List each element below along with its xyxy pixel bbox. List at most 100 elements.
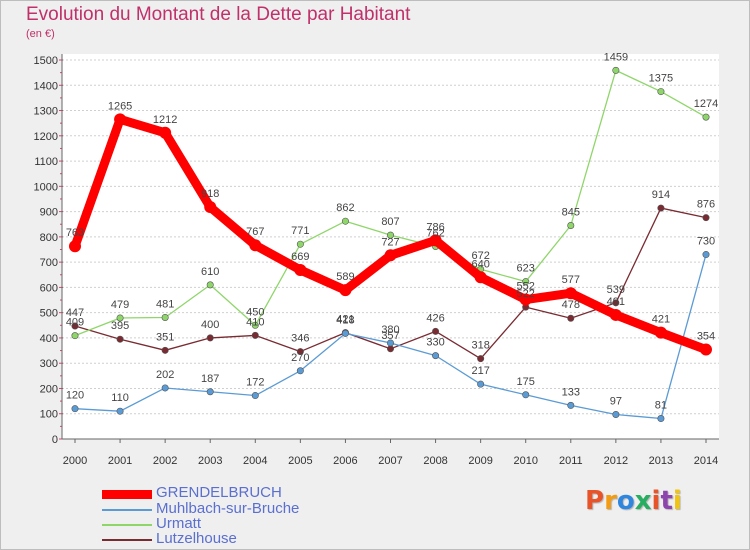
- data-point: [564, 287, 577, 300]
- data-point: [341, 329, 349, 337]
- data-point: [71, 332, 79, 340]
- data-label: 918: [201, 188, 219, 200]
- data-label: 351: [156, 331, 174, 343]
- y-tick-label: 800: [40, 232, 58, 244]
- data-label: 450: [246, 306, 264, 318]
- y-tick-label: 500: [40, 308, 58, 320]
- y-tick-label: 600: [40, 282, 58, 294]
- legend-label: GRENDELBRUCH: [156, 484, 282, 501]
- y-tick-label: 900: [40, 207, 58, 219]
- y-tick-label: 300: [40, 358, 58, 370]
- data-label: 623: [517, 263, 535, 275]
- data-point: [432, 352, 440, 360]
- data-point: [522, 391, 530, 399]
- data-label: 763: [66, 227, 84, 239]
- chart-subtitle: (en €): [26, 28, 55, 40]
- data-point: [294, 263, 307, 276]
- data-label: 669: [291, 251, 309, 263]
- data-point: [702, 214, 710, 222]
- data-label: 187: [201, 373, 219, 385]
- x-tick-label: 2013: [649, 455, 673, 467]
- data-point: [386, 339, 394, 347]
- data-point: [251, 392, 259, 400]
- data-point: [339, 284, 352, 297]
- data-label: 807: [381, 216, 399, 228]
- data-label: 845: [562, 206, 580, 218]
- y-tick-label: 0: [52, 434, 58, 446]
- data-label: 876: [697, 199, 715, 211]
- data-label: 418: [336, 314, 354, 326]
- data-label: 522: [517, 288, 535, 300]
- data-label: 730: [697, 236, 715, 248]
- data-point: [69, 240, 81, 253]
- data-point: [612, 66, 620, 74]
- data-point: [654, 326, 667, 339]
- data-point: [116, 335, 124, 343]
- data-label: 771: [291, 225, 309, 237]
- data-point: [612, 299, 620, 307]
- data-point: [116, 314, 124, 322]
- x-tick-label: 2002: [153, 455, 177, 467]
- data-label: 610: [201, 266, 219, 278]
- x-tick-label: 2009: [468, 455, 492, 467]
- data-point: [702, 251, 710, 259]
- data-point: [657, 204, 665, 212]
- data-label: 426: [426, 312, 444, 324]
- legend-swatch: [102, 509, 152, 511]
- data-point: [386, 345, 394, 353]
- data-point: [567, 314, 575, 322]
- data-point: [657, 415, 665, 423]
- data-point: [249, 239, 262, 252]
- y-tick-label: 1200: [34, 131, 58, 143]
- x-tick-label: 2012: [604, 455, 628, 467]
- data-point: [612, 410, 620, 418]
- data-label: 120: [66, 390, 84, 402]
- data-point: [474, 271, 487, 284]
- data-label: 202: [156, 369, 174, 381]
- data-label: 1212: [153, 114, 177, 126]
- data-point: [206, 388, 214, 396]
- data-point: [251, 321, 259, 329]
- x-tick-label: 2004: [243, 455, 267, 467]
- y-tick-label: 100: [40, 409, 58, 421]
- data-label: 395: [111, 320, 129, 332]
- data-point: [429, 234, 442, 247]
- data-label: 640: [471, 258, 489, 270]
- x-tick-label: 2005: [288, 455, 312, 467]
- data-label: 862: [336, 202, 354, 214]
- data-label: 491: [607, 296, 625, 308]
- data-label: 1459: [604, 51, 628, 63]
- legend-label: Lutzelhouse: [156, 530, 237, 547]
- legend-label: Muhlbach-sur-Bruche: [156, 500, 300, 517]
- data-point: [71, 322, 79, 330]
- data-point: [114, 113, 127, 126]
- data-label: 133: [562, 386, 580, 398]
- data-point: [251, 331, 259, 339]
- y-tick-label: 1300: [34, 106, 58, 118]
- data-point: [296, 240, 304, 248]
- data-point: [609, 308, 622, 321]
- x-tick-label: 2011: [559, 455, 583, 467]
- legend-swatch: [102, 539, 152, 541]
- plot-area: [62, 54, 719, 439]
- y-tick-label: 1500: [34, 55, 58, 67]
- legend-swatch: [102, 524, 152, 526]
- proxiti-logo: Proxiti: [585, 486, 682, 516]
- data-label: 110: [111, 392, 129, 404]
- x-tick-label: 2014: [694, 455, 718, 467]
- data-label: 914: [652, 189, 670, 201]
- data-label: 217: [471, 365, 489, 377]
- data-label: 330: [426, 337, 444, 349]
- data-label: 354: [697, 331, 715, 343]
- y-tick-label: 200: [40, 383, 58, 395]
- data-label: 175: [517, 376, 535, 388]
- data-label: 357: [381, 330, 399, 342]
- data-label: 270: [291, 352, 309, 364]
- data-label: 672: [471, 250, 489, 262]
- data-label: 409: [66, 317, 84, 329]
- data-point: [161, 384, 169, 392]
- x-tick-label: 2010: [513, 455, 537, 467]
- data-label: 380: [381, 324, 399, 336]
- x-tick-label: 2008: [423, 455, 447, 467]
